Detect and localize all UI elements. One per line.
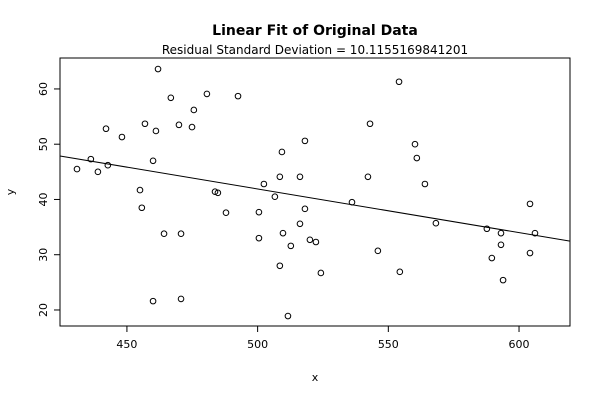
fit-line: [59, 155, 571, 242]
point: [364, 173, 372, 181]
point: [526, 200, 534, 208]
y-tick-label: 60: [37, 82, 50, 96]
point: [411, 140, 419, 148]
point: [413, 154, 421, 162]
point: [276, 173, 284, 181]
point: [296, 173, 304, 181]
point: [396, 268, 404, 276]
point: [234, 92, 242, 100]
x-axis-label: x: [312, 371, 319, 384]
x-tick-label: 550: [378, 338, 399, 351]
point: [87, 155, 95, 163]
point: [167, 94, 175, 102]
point: [366, 120, 374, 128]
point: [138, 204, 146, 212]
point: [190, 106, 198, 114]
point: [278, 148, 286, 156]
x-tick-label: 450: [116, 338, 137, 351]
point: [160, 230, 168, 238]
point: [483, 225, 491, 233]
x-tick-label: 600: [509, 338, 530, 351]
point: [271, 193, 279, 200]
point: [175, 121, 183, 129]
point: [301, 137, 309, 145]
point: [497, 229, 505, 237]
point: [421, 180, 429, 188]
point: [488, 254, 496, 262]
point: [526, 249, 534, 257]
point: [374, 247, 382, 255]
point: [312, 238, 320, 246]
point: [154, 65, 162, 73]
point: [152, 127, 160, 135]
point: [301, 205, 309, 213]
point: [276, 262, 284, 270]
point: [102, 125, 110, 133]
point: [296, 220, 304, 228]
point: [177, 295, 185, 303]
point: [255, 234, 263, 242]
point: [141, 120, 149, 128]
point: [497, 241, 505, 249]
point: [432, 219, 440, 227]
point: [203, 90, 211, 98]
point: [306, 236, 314, 244]
point: [284, 312, 292, 320]
point: [395, 78, 403, 86]
point: [260, 180, 268, 188]
point: [188, 123, 196, 131]
point: [73, 165, 81, 173]
point: [531, 229, 539, 237]
point: [255, 208, 263, 216]
plot-frame: [59, 57, 571, 327]
point: [149, 157, 157, 165]
y-tick-label: 30: [37, 248, 50, 262]
point: [287, 242, 295, 250]
y-tick-label: 50: [37, 137, 50, 151]
point: [279, 229, 287, 237]
point: [94, 168, 102, 176]
point: [317, 269, 325, 277]
y-tick-label: 40: [37, 192, 50, 206]
point: [104, 161, 112, 169]
point: [214, 189, 222, 197]
point: [118, 133, 126, 141]
point: [149, 297, 157, 305]
point: [136, 186, 144, 194]
y-axis-label: y: [4, 188, 17, 195]
point: [499, 276, 507, 284]
x-tick-label: 500: [247, 338, 268, 351]
y-tick-label: 20: [37, 303, 50, 317]
point: [177, 230, 185, 238]
chart-subtitle: Residual Standard Deviation = 10.1155169…: [162, 43, 468, 57]
chart-title: Linear Fit of Original Data: [212, 23, 418, 39]
point: [211, 188, 219, 196]
point: [222, 209, 230, 217]
